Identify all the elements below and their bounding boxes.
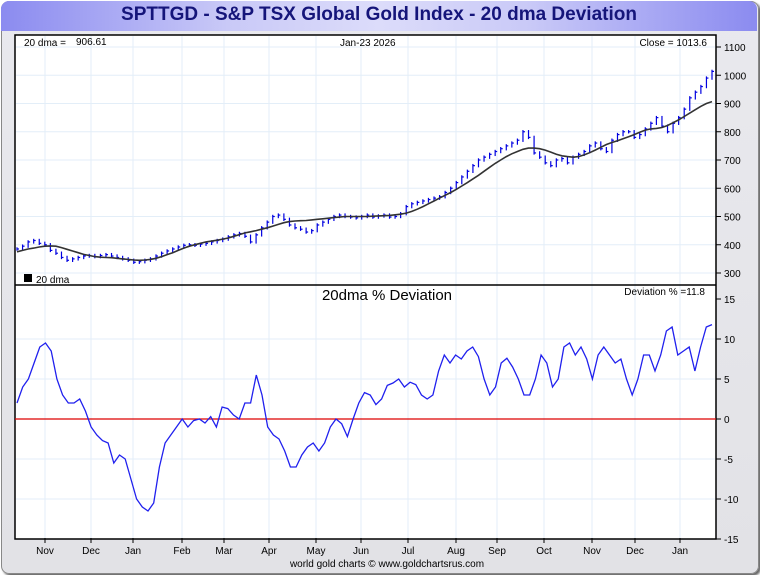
x-tick-label: Apr xyxy=(261,546,277,557)
legend-swatch xyxy=(24,274,32,282)
x-tick-label: May xyxy=(307,546,326,557)
legend-label: 20 dma xyxy=(36,275,70,286)
y-tick-label: 500 xyxy=(724,213,741,224)
plot-area xyxy=(14,34,717,540)
x-axis-ticks: Nov Dec Jan Feb Mar Apr May Jun Jul Aug Sep Oct Nov D… xyxy=(36,538,688,557)
y-tick-label: 300 xyxy=(724,269,741,280)
deviation-panel-title: 20dma % Deviation xyxy=(322,287,452,304)
x-tick-label: Jan xyxy=(672,546,688,557)
x-tick-label: Dec xyxy=(82,546,100,557)
y-tick-label: 0 xyxy=(724,415,730,426)
x-tick-label: Feb xyxy=(173,546,191,557)
y-tick-label: 1000 xyxy=(724,71,747,82)
y-tick-label: 900 xyxy=(724,100,741,111)
deviation-value-label: Deviation % =11.8 xyxy=(624,287,705,298)
grid-lines xyxy=(16,36,715,538)
x-tick-label: Nov xyxy=(36,546,54,557)
dma-label: 20 dma = xyxy=(24,38,66,49)
chart-title: SPTTGD - S&P TSX Global Gold Index - 20 … xyxy=(121,4,637,25)
date-label: Jan-23 2026 xyxy=(340,38,396,49)
x-tick-label: Sep xyxy=(488,546,506,557)
x-tick-label: Aug xyxy=(447,546,465,557)
y-tick-label: 15 xyxy=(724,295,736,306)
x-tick-label: Oct xyxy=(536,546,552,557)
y-axis-ticks: 1100 1000 900 800 700 600 500 400 300 15 10 5 0 -5 -10… xyxy=(716,43,747,546)
x-tick-label: Jun xyxy=(353,546,369,557)
x-tick-label: Dec xyxy=(626,546,644,557)
y-tick-label: 5 xyxy=(724,375,730,386)
x-tick-label: Nov xyxy=(583,546,601,557)
footer-credit: world gold charts © www.goldchartsrus.co… xyxy=(289,559,484,570)
dma-value: 906.61 xyxy=(76,37,107,48)
title-bar xyxy=(1,1,757,31)
y-tick-label: 600 xyxy=(724,184,741,195)
x-tick-label: Jan xyxy=(125,546,141,557)
y-tick-label: -10 xyxy=(724,495,739,506)
y-tick-label: -5 xyxy=(724,455,733,466)
y-tick-label: 800 xyxy=(724,128,741,139)
y-tick-label: 400 xyxy=(724,241,741,252)
x-tick-label: Jul xyxy=(402,546,415,557)
y-tick-label: 1100 xyxy=(724,43,746,54)
x-tick-label: Mar xyxy=(215,546,233,557)
y-tick-label: 10 xyxy=(724,335,736,346)
dma-line xyxy=(16,100,713,262)
deviation-line xyxy=(16,324,713,512)
y-tick-label: -15 xyxy=(724,535,739,546)
y-tick-label: 700 xyxy=(724,156,741,167)
close-label: Close = 1013.6 xyxy=(639,38,707,49)
